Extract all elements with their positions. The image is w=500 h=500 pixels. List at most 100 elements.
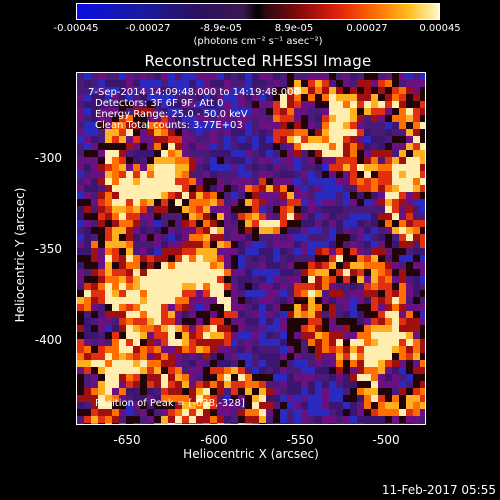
image-pixel bbox=[301, 143, 308, 150]
image-pixel bbox=[378, 73, 385, 80]
image-pixel bbox=[385, 143, 392, 150]
image-pixel bbox=[217, 164, 224, 171]
image-pixel bbox=[420, 262, 425, 269]
image-pixel bbox=[420, 192, 425, 199]
image-pixel bbox=[147, 339, 154, 346]
image-pixel bbox=[105, 241, 112, 248]
image-pixel bbox=[133, 206, 140, 213]
image-pixel bbox=[154, 353, 161, 360]
image-pixel bbox=[406, 353, 413, 360]
image-pixel bbox=[287, 129, 294, 136]
image-pixel bbox=[224, 409, 231, 416]
image-pixel bbox=[371, 395, 378, 402]
image-pixel bbox=[189, 367, 196, 374]
image-pixel bbox=[371, 143, 378, 150]
image-pixel bbox=[210, 122, 217, 129]
image-pixel bbox=[231, 367, 238, 374]
image-pixel bbox=[105, 360, 112, 367]
image-pixel bbox=[217, 101, 224, 108]
image-pixel bbox=[322, 171, 329, 178]
image-pixel bbox=[287, 248, 294, 255]
image-pixel bbox=[105, 346, 112, 353]
image-pixel bbox=[224, 297, 231, 304]
image-pixel bbox=[371, 325, 378, 332]
image-pixel bbox=[161, 94, 168, 101]
image-pixel bbox=[378, 157, 385, 164]
image-pixel bbox=[259, 409, 266, 416]
image-pixel bbox=[245, 213, 252, 220]
image-pixel bbox=[287, 157, 294, 164]
image-pixel bbox=[105, 234, 112, 241]
image-pixel bbox=[238, 94, 245, 101]
image-pixel bbox=[329, 80, 336, 87]
image-pixel bbox=[392, 185, 399, 192]
image-pixel bbox=[252, 339, 259, 346]
image-pixel bbox=[364, 101, 371, 108]
image-pixel bbox=[266, 402, 273, 409]
image-pixel bbox=[350, 213, 357, 220]
image-pixel bbox=[84, 206, 91, 213]
image-pixel bbox=[105, 276, 112, 283]
image-pixel bbox=[294, 143, 301, 150]
image-pixel bbox=[140, 87, 147, 94]
image-pixel bbox=[357, 332, 364, 339]
image-pixel bbox=[168, 374, 175, 381]
image-pixel bbox=[112, 381, 119, 388]
image-pixel bbox=[91, 353, 98, 360]
image-pixel bbox=[105, 157, 112, 164]
image-pixel bbox=[343, 213, 350, 220]
image-pixel bbox=[91, 157, 98, 164]
image-pixel bbox=[336, 325, 343, 332]
image-pixel bbox=[147, 318, 154, 325]
image-pixel bbox=[315, 367, 322, 374]
image-pixel bbox=[399, 304, 406, 311]
image-pixel bbox=[357, 262, 364, 269]
image-pixel bbox=[161, 80, 168, 87]
image-pixel bbox=[189, 213, 196, 220]
image-pixel bbox=[140, 255, 147, 262]
image-pixel bbox=[357, 171, 364, 178]
image-pixel bbox=[336, 206, 343, 213]
image-pixel bbox=[273, 199, 280, 206]
image-pixel bbox=[210, 360, 217, 367]
image-pixel bbox=[217, 171, 224, 178]
image-pixel bbox=[112, 367, 119, 374]
image-pixel bbox=[231, 395, 238, 402]
image-pixel bbox=[224, 94, 231, 101]
image-pixel bbox=[322, 346, 329, 353]
image-pixel bbox=[245, 409, 252, 416]
image-pixel bbox=[126, 87, 133, 94]
image-pixel bbox=[357, 150, 364, 157]
image-pixel bbox=[266, 304, 273, 311]
image-pixel bbox=[154, 115, 161, 122]
image-pixel bbox=[196, 220, 203, 227]
image-pixel bbox=[203, 402, 210, 409]
image-pixel bbox=[231, 206, 238, 213]
image-pixel bbox=[392, 248, 399, 255]
image-pixel bbox=[420, 143, 425, 150]
image-pixel bbox=[350, 346, 357, 353]
image-pixel bbox=[252, 255, 259, 262]
image-pixel bbox=[294, 297, 301, 304]
image-pixel bbox=[406, 199, 413, 206]
image-pixel bbox=[392, 360, 399, 367]
image-pixel bbox=[378, 381, 385, 388]
image-pixel bbox=[385, 150, 392, 157]
image-pixel bbox=[378, 178, 385, 185]
image-pixel bbox=[224, 290, 231, 297]
image-pixel bbox=[238, 129, 245, 136]
image-pixel bbox=[98, 276, 105, 283]
image-pixel bbox=[133, 325, 140, 332]
image-pixel bbox=[168, 143, 175, 150]
image-pixel bbox=[119, 409, 126, 416]
image-pixel bbox=[364, 122, 371, 129]
image-pixel bbox=[98, 213, 105, 220]
image-pixel bbox=[371, 171, 378, 178]
image-pixel bbox=[280, 227, 287, 234]
image-pixel bbox=[182, 136, 189, 143]
image-pixel bbox=[245, 346, 252, 353]
image-pixel bbox=[364, 80, 371, 87]
image-pixel bbox=[196, 255, 203, 262]
image-pixel bbox=[154, 416, 161, 423]
image-pixel bbox=[266, 115, 273, 122]
